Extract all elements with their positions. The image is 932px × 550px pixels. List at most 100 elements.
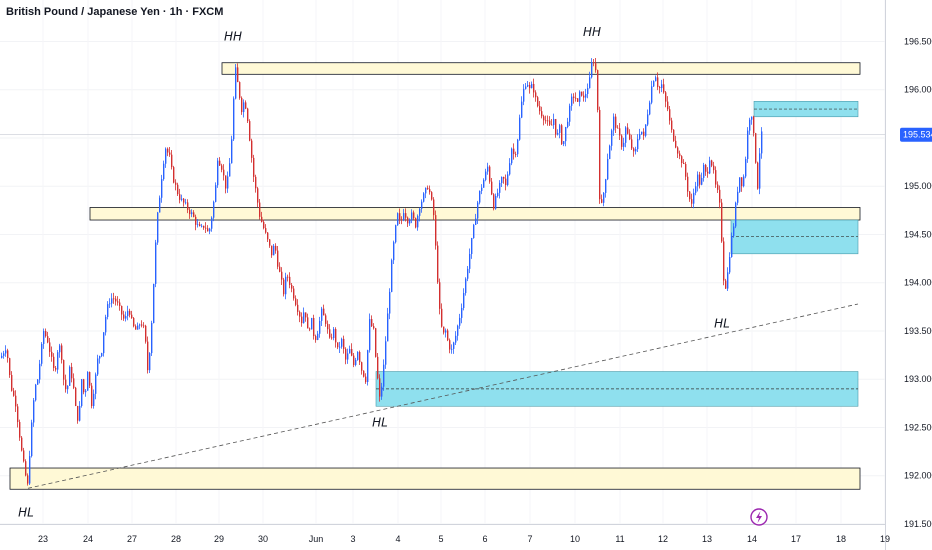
candle-body [187,202,189,210]
candle-body [749,119,751,131]
candle-body [85,390,87,393]
candle-body [59,345,61,353]
candle-body [589,77,591,89]
candle-body [431,192,433,200]
demand-zone[interactable] [730,219,859,255]
candle-body [523,88,525,102]
candle-body [727,272,729,289]
candle-body [147,341,149,371]
candle-body [419,208,421,216]
candle-body [137,325,139,330]
price-axis[interactable]: 196.500196.000195.500195.000194.500194.0… [885,0,932,550]
candle-body [647,114,649,125]
candle-body [47,336,49,343]
candle-body [185,202,187,204]
candle-body [247,108,249,122]
candle-body [327,323,329,330]
candle-body [321,308,323,321]
candle-body [611,130,613,146]
candle-body [665,92,667,102]
candle-body [175,182,177,185]
candle-body [723,241,725,281]
candle-body [535,92,537,98]
candle-body [129,310,131,315]
candle-body [633,148,635,152]
candle-body [681,156,683,163]
supply-zone[interactable] [9,467,861,490]
candle-body [237,67,239,83]
candle-body [313,317,315,337]
candle-body [495,196,497,209]
candle-body [319,320,321,334]
lightning-icon[interactable] [750,508,768,526]
trendline[interactable] [27,303,859,489]
candle-body [651,86,653,103]
candle-body [317,333,319,341]
candle-body [35,384,37,401]
candle-body [293,288,295,299]
candle-body [613,116,615,131]
candle-body [615,116,617,128]
candle-body [209,228,211,232]
candle-body [195,216,197,225]
candle-body [363,370,365,377]
candle-body [427,187,429,190]
candle-body [425,187,427,194]
candle-body [79,405,81,421]
time-axis[interactable]: 23 24 27 28 29 30 Jun 3 4 5 6 7 10 11 12 13 14 17 18 19 [0,524,890,550]
candle-body [579,91,581,102]
candle-body [303,312,305,324]
candle-body [151,323,153,354]
time-tick-label: 12 [658,534,668,544]
candle-body [553,118,555,126]
candle-body [5,350,7,354]
candle-body [643,131,645,136]
candle-body [169,152,171,155]
swing-label: HH [224,30,242,44]
candle-body [275,245,277,251]
price-tick-label: 191.500 [904,519,932,529]
candle-body [83,379,85,393]
candle-body [287,276,289,278]
candle-body [489,166,491,182]
candle-body [113,298,115,300]
candle-body [759,153,761,189]
candle-body [385,341,387,365]
candle-body [239,82,241,98]
time-tick-label: 29 [214,534,224,544]
candle-body [49,342,51,352]
candle-body [679,153,681,157]
candle-body [549,120,551,125]
candle-body [559,125,561,133]
candle-body [369,319,371,351]
candle-body [355,359,357,365]
price-tick-label: 195.000 [904,181,932,191]
candle-body [93,393,95,407]
candle-body [631,139,633,149]
candle-body [655,77,657,82]
candle-body [689,191,691,200]
candle-body [435,215,437,246]
candle-body [173,167,175,183]
candle-body [585,93,587,98]
candle-body [241,97,243,113]
candle-body [485,171,487,180]
supply-zone[interactable] [89,207,861,221]
time-tick-label: 13 [702,534,712,544]
candle-body [515,153,517,155]
gridlines [0,40,885,525]
candle-body [447,330,449,341]
candle-body [625,127,627,143]
candle-body [263,221,265,229]
candle-body [581,91,583,96]
candle-body [423,193,425,202]
candle-body [155,242,157,284]
price-tick-label: 194.500 [904,229,932,239]
candle-body [153,283,155,324]
candle-body [677,147,679,154]
candle-body [547,120,549,122]
candle-body [281,271,283,280]
supply-zone[interactable] [221,62,861,75]
